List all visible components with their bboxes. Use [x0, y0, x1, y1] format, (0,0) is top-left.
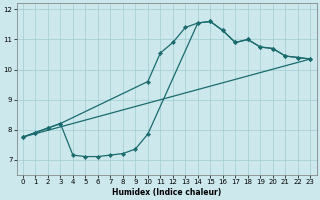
X-axis label: Humidex (Indice chaleur): Humidex (Indice chaleur) [112, 188, 221, 197]
